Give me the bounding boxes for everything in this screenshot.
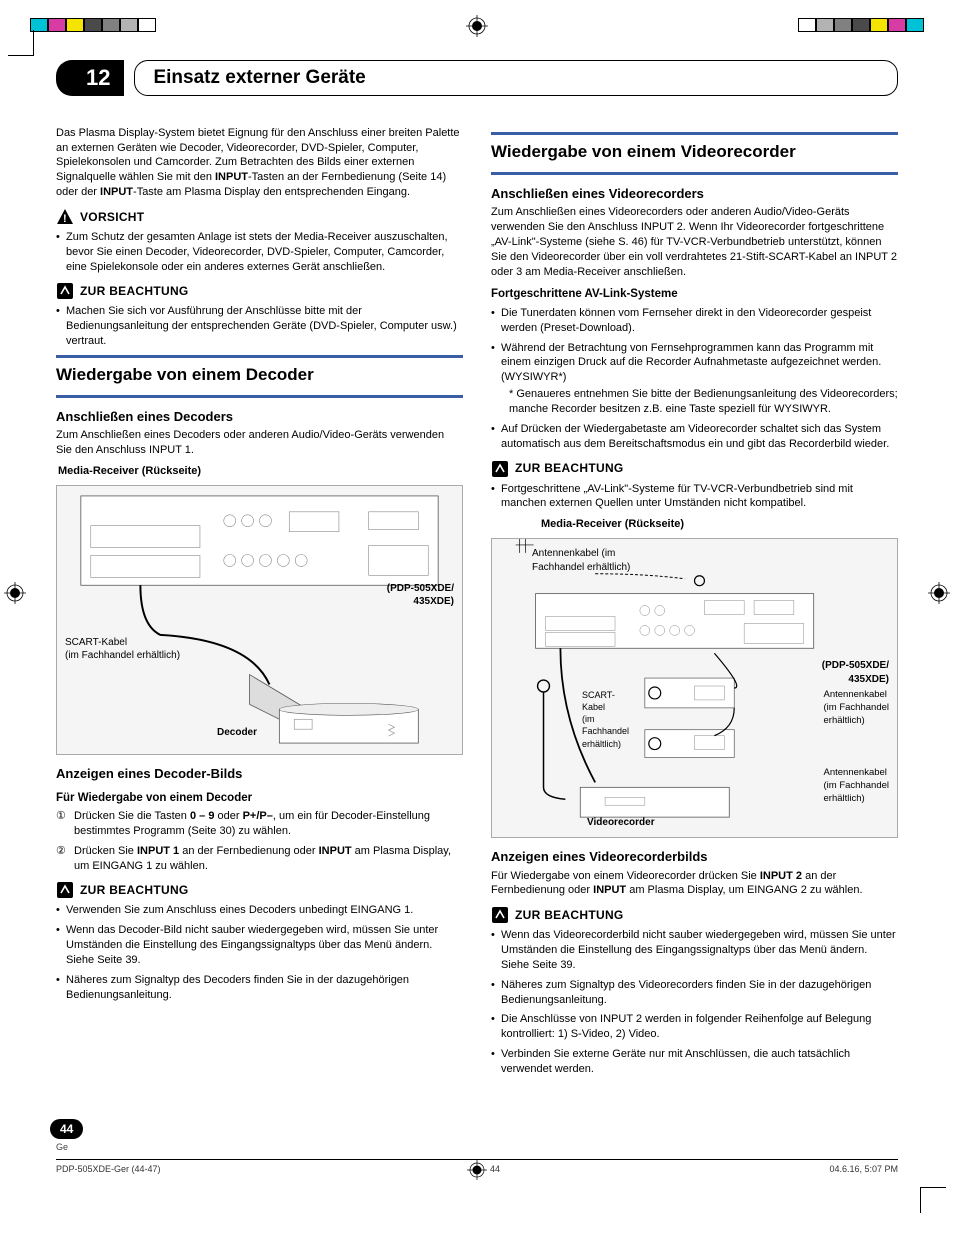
warning-callout: ! VORSICHT: [56, 208, 463, 226]
registration-square: [816, 18, 834, 32]
svg-text:!: !: [63, 213, 67, 225]
note-icon: [491, 460, 509, 478]
registration-square: [48, 18, 66, 32]
registration-cross-right: [928, 582, 950, 609]
diagram2-caption: Media-Receiver (Rückseite): [541, 517, 898, 532]
list-item: Wenn das Videorecorderbild nicht sauber …: [491, 928, 898, 973]
crop-mark-br: [920, 1187, 946, 1213]
registration-square: [798, 18, 816, 32]
note-callout-2: ZUR BEACHTUNG: [56, 881, 463, 899]
list-item: Verwenden Sie zum Anschluss eines Decode…: [56, 903, 463, 918]
right-column: Wiedergabe von einem Videorecorder Ansch…: [491, 126, 898, 1083]
subheading-connect-decoder: Anschließen eines Decoders: [56, 408, 463, 426]
diagram1-caption: Media-Receiver (Rückseite): [58, 464, 463, 479]
registration-cross-top: [466, 15, 488, 42]
list-item: Die Anschlüsse von INPUT 2 werden in fol…: [491, 1012, 898, 1042]
registration-square: [852, 18, 870, 32]
subheading-display-vcr: Anzeigen eines Videorecorderbilds: [491, 848, 898, 866]
note-callout-4: ZUR BEACHTUNG: [491, 906, 898, 924]
connect-decoder-text: Zum Anschließen eines Decoders oder ande…: [56, 428, 463, 458]
list-item: Näheres zum Signaltyp des Decoders finde…: [56, 973, 463, 1003]
section-divider: [56, 395, 463, 398]
left-column: Das Plasma Display-System bietet Eignung…: [56, 126, 463, 1083]
language-code: Ge: [56, 1141, 68, 1153]
section-heading-decoder: Wiedergabe von einem Decoder: [56, 364, 463, 387]
section-heading-vcr: Wiedergabe von einem Videorecorder: [491, 141, 898, 164]
note-callout-1: ZUR BEACHTUNG: [56, 282, 463, 300]
registration-square: [84, 18, 102, 32]
registration-cross-left: [4, 582, 26, 609]
list-item: Näheres zum Signaltyp des Videorecorders…: [491, 978, 898, 1008]
page-number-badge: 44: [50, 1119, 83, 1139]
warning-icon: !: [56, 208, 74, 226]
registration-cross-bottom: [467, 1160, 487, 1183]
list-item: Verbinden Sie externe Geräte nur mit Ans…: [491, 1047, 898, 1077]
intro-paragraph: Das Plasma Display-System bietet Eignung…: [56, 126, 463, 200]
registration-square: [120, 18, 138, 32]
diagram-vcr: Antennenkabel (im Fachhandel erhältlich)…: [491, 538, 898, 838]
registration-square: [870, 18, 888, 32]
subheading-connect-vcr: Anschließen eines Videorecorders: [491, 185, 898, 203]
footer-left: PDP-505XDE-Ger (44-47): [56, 1163, 161, 1175]
step-item: ①Drücken Sie die Tasten 0 – 9 oder P+/P–…: [56, 809, 463, 839]
note-label: ZUR BEACHTUNG: [515, 460, 624, 476]
list-item: Wenn das Decoder-Bild nicht sauber wiede…: [56, 923, 463, 968]
list-item: Auf Drücken der Wiedergabetaste am Video…: [491, 422, 898, 452]
registration-squares-right: [798, 18, 924, 32]
note-item: Machen Sie sich vor Ausführung der Ansch…: [56, 304, 463, 349]
connect-vcr-text: Zum Anschließen eines Videorecorders ode…: [491, 205, 898, 279]
registration-square: [66, 18, 84, 32]
crop-mark-tl: [8, 30, 34, 56]
diagram-decoder: (PDP-505XDE/ 435XDE) SCART-Kabel (im Fac…: [56, 485, 463, 755]
note-icon: [491, 906, 509, 924]
footer: PDP-505XDE-Ger (44-47) 44 04.6.16, 5:07 …: [56, 1159, 898, 1175]
subsub-avlink: Fortgeschrittene AV-Link-Systeme: [491, 287, 898, 303]
note-icon: [56, 282, 74, 300]
note-callout-3: ZUR BEACHTUNG: [491, 460, 898, 478]
step-item: ②Drücken Sie INPUT 1 an der Fernbedienun…: [56, 844, 463, 874]
registration-square: [102, 18, 120, 32]
registration-square: [138, 18, 156, 32]
chapter-number-badge: 12: [56, 60, 124, 96]
note-label: ZUR BEACHTUNG: [80, 882, 189, 898]
subheading-display-decoder: Anzeigen eines Decoder-Bilds: [56, 765, 463, 783]
warning-label: VORSICHT: [80, 209, 144, 225]
registration-square: [888, 18, 906, 32]
warning-item: Zum Schutz der gesamten Anlage ist stets…: [56, 230, 463, 275]
registration-squares-left: [30, 18, 156, 32]
footer-center: 44: [490, 1163, 500, 1175]
list-item: Während der Betrachtung von Fernsehprogr…: [491, 341, 898, 417]
note-icon: [56, 881, 74, 899]
section-divider: [491, 132, 898, 135]
footer-right: 04.6.16, 5:07 PM: [829, 1163, 898, 1175]
registration-square: [834, 18, 852, 32]
note-label: ZUR BEACHTUNG: [515, 907, 624, 923]
note-label: ZUR BEACHTUNG: [80, 283, 189, 299]
subsub-playback-decoder: Für Wiedergabe von einem Decoder: [56, 791, 463, 807]
list-item: Die Tunerdaten können vom Fernseher dire…: [491, 306, 898, 336]
display-vcr-text: Für Wiedergabe von einem Videorecorder d…: [491, 869, 898, 899]
registration-square: [906, 18, 924, 32]
chapter-header: 12 Einsatz externer Geräte: [56, 60, 898, 96]
chapter-title: Einsatz externer Geräte: [153, 65, 879, 91]
section-divider: [491, 172, 898, 175]
note-item: Fortgeschrittene „AV-Link"-Systeme für T…: [491, 482, 898, 512]
section-divider: [56, 355, 463, 358]
diagram-decoder-svg: [57, 486, 462, 754]
